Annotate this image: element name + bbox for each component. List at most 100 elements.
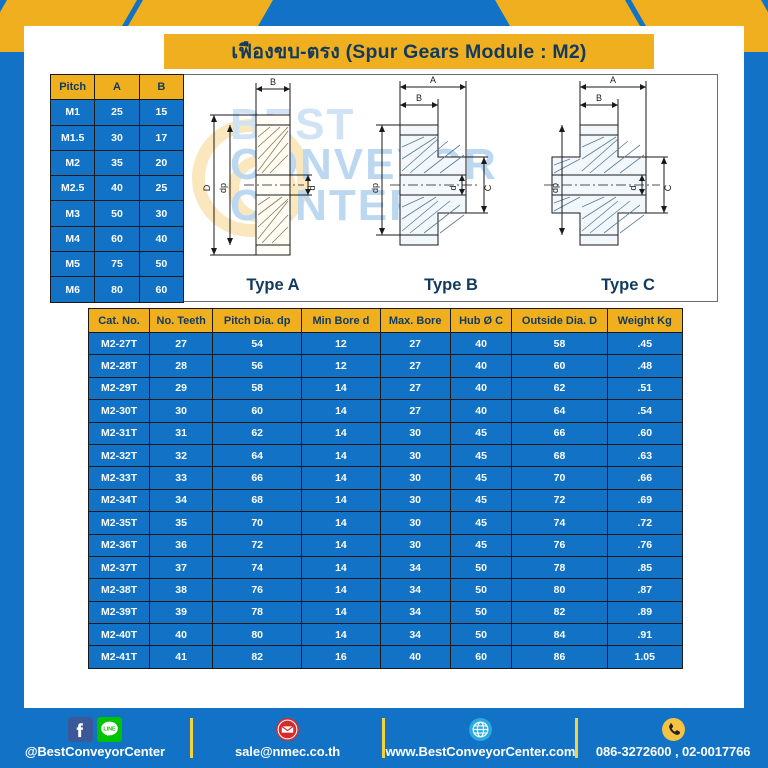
table-row: M2-38T 38 76 14 34 50 80.87 bbox=[87, 578, 683, 602]
pitch-cell: 50 bbox=[94, 200, 140, 227]
spec-cell-no-teeth: 32 bbox=[149, 443, 214, 468]
spec-cell-hub-dia: 45 bbox=[449, 466, 513, 490]
svg-text:LINE: LINE bbox=[103, 727, 116, 733]
spec-cell-hub-dia: 40 bbox=[449, 354, 513, 378]
pitch-header-b: B bbox=[138, 73, 185, 101]
spec-cell-max-bore: 30 bbox=[379, 443, 451, 468]
spec-cell-pitch-dia: 58 bbox=[212, 376, 303, 401]
spec-cell-no-teeth: 37 bbox=[149, 555, 214, 580]
table-row: M2-40T 40 80 14 34 50 84.91 bbox=[87, 623, 683, 647]
pitch-cell: 50 bbox=[138, 251, 185, 278]
spec-cell-hub-dia: 45 bbox=[449, 511, 513, 535]
spec-cell-max-bore: 30 bbox=[379, 511, 451, 535]
spec-cell-cat-no: M2-35T bbox=[87, 511, 151, 535]
pitch-cell: M2 bbox=[49, 149, 96, 177]
svg-text:D: D bbox=[202, 184, 212, 191]
spec-cell-pitch-dia: 74 bbox=[212, 555, 303, 580]
spec-cell-outside-dia: 82 bbox=[511, 600, 608, 625]
spec-cell-no-teeth: 35 bbox=[149, 511, 214, 535]
gear-drawing-type-c: A B dp C d Type C bbox=[540, 75, 716, 301]
spec-cell-outside-dia: 76 bbox=[511, 533, 608, 557]
spec-cell-no-teeth: 27 bbox=[149, 331, 214, 356]
svg-text:B: B bbox=[416, 93, 422, 103]
table-row: M2-28T 28 56 12 27 40 60.48 bbox=[87, 354, 683, 378]
pitch-cell: 75 bbox=[94, 251, 140, 278]
spec-cell-max-bore: 27 bbox=[379, 354, 451, 378]
footer-social-group[interactable]: LINE @BestConveyorCenter bbox=[0, 717, 190, 759]
line-icon[interactable]: LINE bbox=[96, 717, 122, 742]
spec-header-weight: Weight Kg bbox=[606, 308, 683, 333]
spec-cell-max-bore: 34 bbox=[379, 623, 451, 647]
spec-header-pitch-dia: Pitch Dia. dp bbox=[212, 308, 303, 333]
footer-website-text: www.BestConveyorCenter.com bbox=[385, 744, 576, 759]
footer-email-group[interactable]: sale@nmec.co.th bbox=[193, 717, 383, 759]
spec-cell-max-bore: 27 bbox=[379, 331, 451, 356]
gear-type-b-label: Type B bbox=[424, 276, 478, 294]
gear-diagram-panel: BEST CONVEYOR CENTER bbox=[184, 74, 718, 302]
pitch-cell: 30 bbox=[94, 124, 140, 151]
spec-cell-pitch-dia: 80 bbox=[212, 623, 303, 647]
spec-cell-hub-dia: 45 bbox=[449, 443, 513, 468]
spec-cell-max-bore: 27 bbox=[379, 376, 451, 401]
spec-cell-weight: .63 bbox=[606, 443, 683, 468]
spec-cell-cat-no: M2-33T bbox=[87, 466, 151, 490]
spec-cell-cat-no: M2-31T bbox=[87, 421, 151, 445]
footer-divider bbox=[575, 718, 579, 758]
spec-cell-pitch-dia: 62 bbox=[212, 421, 303, 445]
footer-phone-text: 086-3272600 , 02-0017766 bbox=[595, 744, 751, 759]
svg-text:A: A bbox=[610, 75, 616, 85]
table-row: M2-41T 41 82 16 40 60 86 1.05 bbox=[87, 645, 683, 669]
spec-cell-pitch-dia: 60 bbox=[212, 399, 303, 423]
svg-text:A: A bbox=[430, 75, 436, 85]
footer-phone-group[interactable]: 086-3272600 , 02-0017766 bbox=[578, 717, 768, 759]
page-title-text: เฟืองขบ-ตรง (Spur Gears Module : M2) bbox=[231, 41, 587, 63]
spec-cell-no-teeth: 31 bbox=[149, 421, 214, 445]
pitch-cell: 25 bbox=[94, 99, 140, 126]
spec-cell-min-bore: 16 bbox=[301, 645, 381, 669]
pitch-cell: 60 bbox=[138, 276, 185, 303]
spec-cell-max-bore: 40 bbox=[379, 645, 451, 669]
phone-icon[interactable] bbox=[661, 717, 686, 742]
spec-cell-min-bore: 14 bbox=[301, 578, 381, 602]
table-row: M2-35T 35 70 14 30 45 74.72 bbox=[87, 511, 683, 535]
spec-cell-min-bore: 14 bbox=[301, 443, 381, 468]
footer-website-group[interactable]: www.BestConveyorCenter.com bbox=[385, 717, 575, 759]
spec-cell-cat-no: M2-41T bbox=[87, 645, 151, 669]
spec-cell-cat-no: M2-40T bbox=[87, 623, 151, 647]
pitch-cell: 15 bbox=[138, 99, 185, 126]
pitch-cell: 40 bbox=[138, 225, 185, 253]
spec-cell-hub-dia: 50 bbox=[449, 578, 513, 602]
email-icon[interactable] bbox=[275, 717, 300, 742]
spec-cell-weight: .76 bbox=[606, 533, 683, 557]
spec-header-max-bore: Max. Bore bbox=[379, 308, 451, 333]
table-row: M2-39T 39 78 14 34 50 82.89 bbox=[87, 600, 683, 625]
table-row: M1 25 15 bbox=[49, 99, 185, 126]
table-row: M2-37T 37 74 14 34 50 78.85 bbox=[87, 555, 683, 580]
pitch-cell: 30 bbox=[138, 200, 185, 227]
spec-cell-hub-dia: 50 bbox=[449, 600, 513, 625]
spec-cell-cat-no: M2-39T bbox=[87, 600, 151, 625]
spec-cell-max-bore: 27 bbox=[379, 399, 451, 423]
spec-cell-no-teeth: 30 bbox=[149, 399, 214, 423]
spec-cell-max-bore: 34 bbox=[379, 555, 451, 580]
spec-cell-max-bore: 30 bbox=[379, 466, 451, 490]
spec-cell-no-teeth: 36 bbox=[149, 533, 214, 557]
spec-cell-weight: .60 bbox=[606, 421, 683, 445]
spec-cell-min-bore: 14 bbox=[301, 555, 381, 580]
svg-text:d: d bbox=[307, 185, 317, 190]
spec-cell-weight: .89 bbox=[606, 600, 683, 625]
table-row: M2-27T 27 54 12 27 40 58.45 bbox=[87, 331, 683, 356]
content-card: เฟืองขบ-ตรง (Spur Gears Module : M2) Pit… bbox=[24, 26, 744, 708]
spec-cell-hub-dia: 40 bbox=[449, 376, 513, 401]
spec-cell-outside-dia: 60 bbox=[511, 354, 608, 378]
spec-cell-pitch-dia: 82 bbox=[212, 645, 303, 669]
spec-cell-hub-dia: 50 bbox=[449, 555, 513, 580]
facebook-icon[interactable] bbox=[67, 717, 93, 742]
spec-cell-pitch-dia: 54 bbox=[212, 331, 303, 356]
spec-header-cat-no: Cat. No. bbox=[87, 308, 151, 333]
spec-cell-cat-no: M2-34T bbox=[87, 488, 151, 513]
svg-text:B: B bbox=[596, 93, 602, 103]
pitch-cell: 35 bbox=[94, 149, 140, 177]
spec-cell-weight: .48 bbox=[606, 354, 683, 378]
globe-icon[interactable] bbox=[468, 717, 493, 742]
